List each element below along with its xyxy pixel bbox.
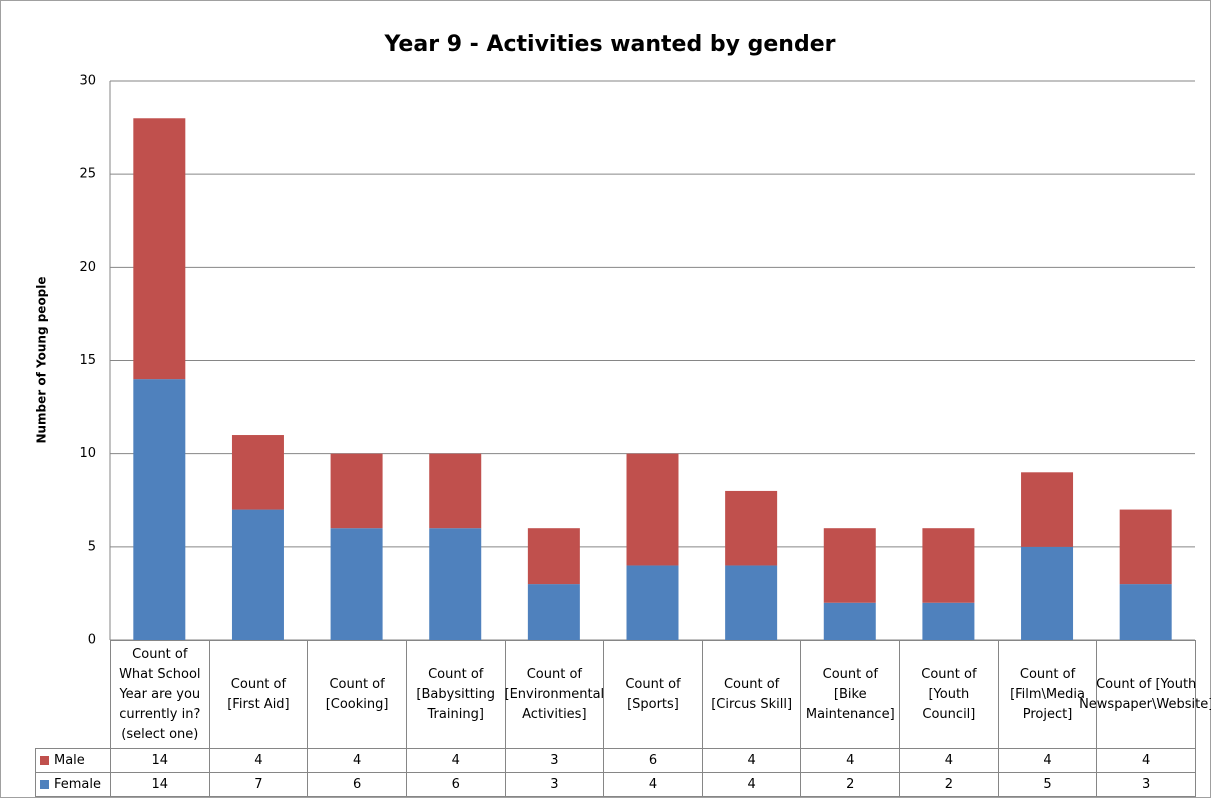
legend-key bbox=[40, 780, 49, 789]
bar-segment bbox=[231, 435, 284, 510]
table-value: 3 bbox=[504, 748, 605, 773]
bar-segment bbox=[133, 379, 186, 640]
table-value: 4 bbox=[899, 748, 999, 773]
y-axis-label: Number of Young people bbox=[35, 276, 49, 443]
category-label: Count of [Youth Newspaper\Website] bbox=[1079, 640, 1211, 749]
bar-segment bbox=[922, 528, 975, 603]
legend-cell: Male bbox=[35, 748, 111, 773]
table-value: 4 bbox=[603, 772, 703, 797]
category-label: Count of [Sports] bbox=[603, 640, 703, 749]
category-label: Count of [Youth Council] bbox=[899, 640, 999, 749]
bar-segment bbox=[231, 509, 284, 640]
bar-segment bbox=[330, 453, 383, 529]
bar-segment bbox=[922, 602, 975, 640]
bar-segment bbox=[626, 453, 679, 566]
table-value: 4 bbox=[997, 748, 1098, 773]
y-tick-label: 30 bbox=[79, 74, 96, 89]
table-value: 4 bbox=[208, 748, 309, 773]
bar-segment bbox=[133, 118, 186, 380]
bar-segment bbox=[330, 528, 383, 640]
y-tick-label: 5 bbox=[88, 539, 96, 554]
category-label: Count of What School Year are you curren… bbox=[110, 640, 210, 749]
category-label: Count of [Babysitting Training] bbox=[405, 640, 506, 749]
bar-segment bbox=[626, 565, 679, 640]
bar-segment bbox=[527, 584, 580, 640]
category-label: Count of [Bike Maintenance] bbox=[800, 640, 901, 749]
bar-segment bbox=[725, 490, 778, 566]
legend-label: Female bbox=[54, 776, 102, 792]
table-value: 3 bbox=[1096, 772, 1196, 797]
bar-segment bbox=[1021, 472, 1074, 547]
category-label: Count of [Cooking] bbox=[307, 640, 407, 749]
bar-segment bbox=[823, 528, 876, 603]
table-value: 4 bbox=[405, 748, 506, 773]
table-value: 5 bbox=[997, 772, 1098, 797]
table-value: 4 bbox=[701, 748, 802, 773]
table-value: 3 bbox=[504, 772, 605, 797]
table-value: 6 bbox=[603, 748, 703, 773]
y-tick-label: 10 bbox=[79, 446, 96, 461]
bar-segment bbox=[725, 565, 778, 640]
table-value: 4 bbox=[800, 748, 901, 773]
bar-segment bbox=[823, 602, 876, 640]
y-tick-label: 15 bbox=[79, 353, 96, 368]
bar-segment bbox=[429, 453, 482, 529]
table-value: 2 bbox=[800, 772, 901, 797]
table-value: 6 bbox=[405, 772, 506, 797]
legend-label: Male bbox=[54, 752, 85, 768]
chart-title: Year 9 - Activities wanted by gender bbox=[384, 32, 836, 57]
bar-segment bbox=[1119, 509, 1172, 585]
bar-segment bbox=[429, 528, 482, 640]
table-value: 6 bbox=[307, 772, 407, 797]
y-tick-label: 0 bbox=[88, 633, 96, 648]
table-value: 4 bbox=[701, 772, 802, 797]
table-value: 4 bbox=[1096, 748, 1196, 773]
table-value: 7 bbox=[208, 772, 309, 797]
category-label: Count of [First Aid] bbox=[208, 640, 309, 749]
y-tick-label: 20 bbox=[79, 260, 96, 275]
legend-cell: Female bbox=[35, 772, 111, 797]
bar-segment bbox=[1021, 546, 1074, 640]
category-label: Count of [Circus Skill] bbox=[701, 640, 802, 749]
table-value: 14 bbox=[110, 748, 210, 773]
category-label: Count of [Film\Media Project] bbox=[997, 640, 1098, 749]
bar-segment bbox=[1119, 584, 1172, 640]
y-tick-label: 25 bbox=[79, 167, 96, 182]
legend-key bbox=[40, 756, 49, 765]
table-value: 4 bbox=[307, 748, 407, 773]
table-value: 14 bbox=[110, 772, 210, 797]
category-label: Count of [Environmental Activities] bbox=[505, 640, 604, 749]
bar-segment bbox=[527, 528, 580, 585]
table-value: 2 bbox=[899, 772, 999, 797]
